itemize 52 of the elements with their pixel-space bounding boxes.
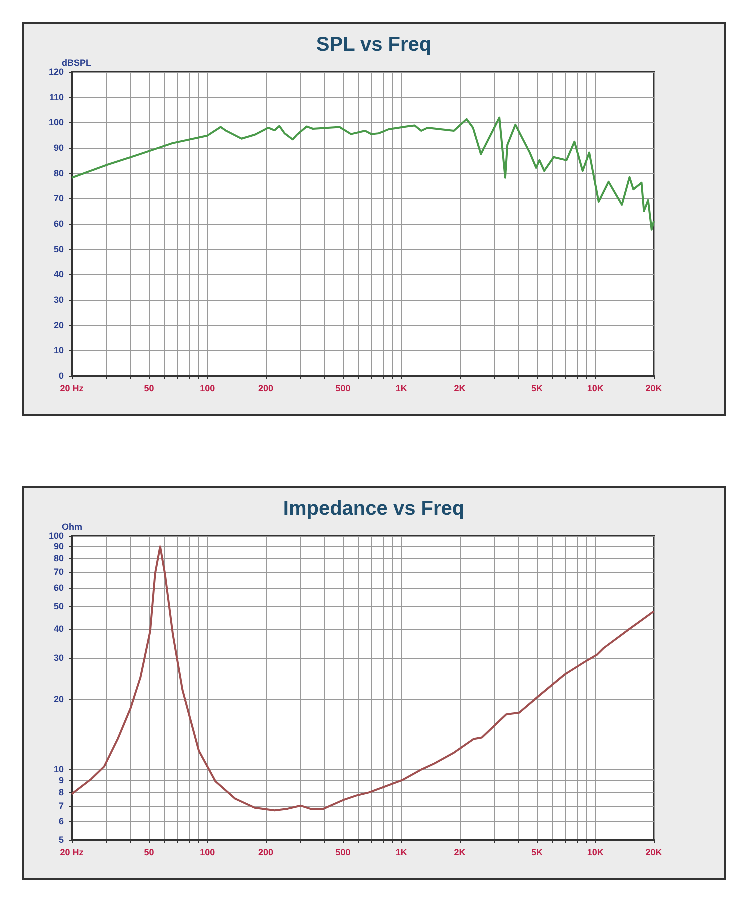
y-tick-label: 110 — [49, 92, 64, 102]
y-tick-label: 40 — [54, 270, 64, 280]
x-tick-label: 1K — [396, 848, 408, 858]
y-tick-label: 50 — [54, 244, 64, 254]
x-tick-label: 20K — [646, 384, 663, 394]
x-tick-label: 20K — [646, 848, 663, 858]
y-tick-label: 6 — [58, 816, 64, 826]
y-tick-label: 30 — [54, 653, 64, 664]
x-tick-label: 5K — [531, 384, 544, 394]
x-tick-label: 200 — [258, 384, 274, 394]
x-tick-label: 2K — [454, 848, 466, 858]
y-tick-label: 60 — [54, 582, 64, 593]
y-tick-label: 8 — [58, 787, 64, 798]
y-tick-label: 90 — [54, 143, 64, 153]
y-tick-label: 7 — [58, 800, 64, 811]
y-tick-label: 120 — [48, 67, 64, 77]
y-tick-label: 0 — [58, 371, 64, 381]
x-tick-label: 20 Hz — [60, 384, 84, 394]
y-tick-label: 10 — [54, 764, 64, 775]
y-tick-label: 10 — [54, 346, 64, 356]
y-tick-label: 90 — [54, 542, 64, 552]
x-tick-label: 5K — [531, 848, 544, 858]
y-tick-label: 30 — [54, 295, 64, 305]
x-tick-label: 200 — [258, 848, 274, 858]
y-tick-label: 80 — [54, 168, 64, 178]
x-tick-label: 2K — [454, 384, 466, 394]
y-tick-label: 80 — [54, 554, 64, 564]
x-tick-label: 1K — [396, 384, 408, 394]
y-tick-label: 100 — [48, 531, 64, 541]
x-tick-label: 500 — [336, 848, 351, 858]
x-tick-label: 100 — [200, 384, 216, 394]
x-tick-label: 500 — [336, 384, 351, 394]
y-axis-title: Ohm — [62, 522, 83, 532]
x-tick-label: 100 — [200, 848, 216, 858]
x-tick-label: 10K — [587, 848, 604, 858]
y-axis-title: dBSPL — [62, 58, 92, 68]
x-tick-label: 50 — [144, 384, 154, 394]
x-tick-label: 20 Hz — [60, 848, 84, 858]
y-tick-label: 9 — [58, 775, 64, 786]
x-tick-label: 50 — [144, 848, 154, 858]
y-tick-label: 20 — [54, 694, 64, 704]
x-tick-label: 10K — [587, 384, 604, 394]
y-tick-label: 100 — [48, 118, 64, 128]
chart-title: Impedance vs Freq — [283, 498, 465, 520]
y-tick-label: 40 — [54, 624, 64, 634]
y-tick-label: 5 — [58, 835, 64, 845]
y-tick-label: 70 — [54, 567, 64, 578]
y-tick-label: 70 — [54, 194, 64, 204]
y-tick-label: 60 — [54, 219, 64, 229]
y-tick-label: 20 — [54, 320, 64, 330]
chart-title: SPL vs Freq — [316, 34, 432, 56]
y-tick-label: 50 — [54, 601, 64, 612]
